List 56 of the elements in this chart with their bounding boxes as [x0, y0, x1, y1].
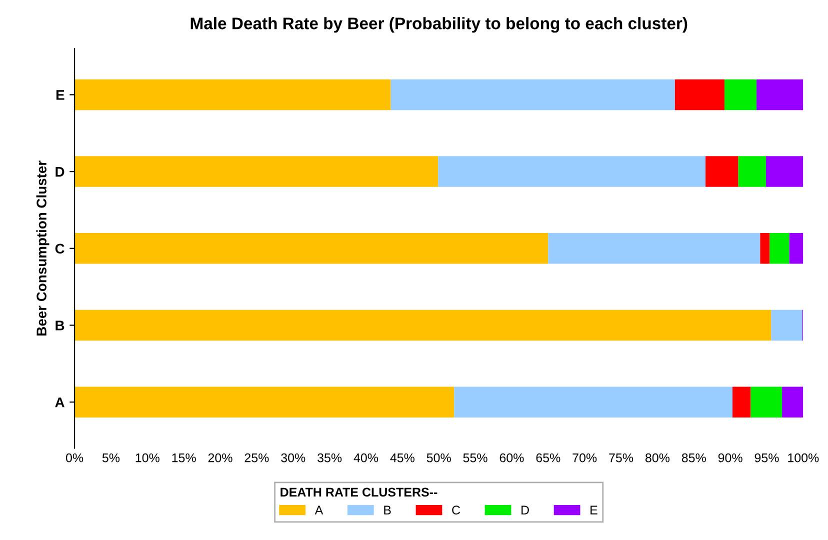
- x-tick-label: 60%: [500, 453, 524, 462]
- x-tick-label: 15%: [172, 453, 196, 462]
- bar: [390, 79, 675, 110]
- legend-label: E: [590, 506, 598, 514]
- chart-title: Male Death Rate by Beer (Probability to belong to each cluster): [190, 17, 688, 33]
- x-tick-label: 25%: [244, 453, 269, 462]
- bar: [706, 156, 738, 187]
- x-tick-label: 95%: [754, 453, 779, 462]
- bar: [74, 233, 548, 264]
- x-tick-label: 90%: [718, 453, 742, 462]
- y-tick-label: A: [55, 398, 64, 408]
- bar: [438, 156, 706, 187]
- x-tick-label: 55%: [463, 453, 488, 462]
- bar: [74, 79, 391, 110]
- x-tick-label: 65%: [536, 453, 560, 462]
- bar: [756, 79, 804, 110]
- x-tick-label: 75%: [609, 453, 634, 462]
- legend-title: DEATH RATE CLUSTERS--: [280, 488, 438, 497]
- x-tick-label: 0%: [66, 453, 84, 462]
- bar: [750, 386, 782, 418]
- bar: [766, 156, 804, 187]
- legend-label: D: [522, 506, 529, 514]
- x-tick-label: 5%: [102, 453, 120, 462]
- bar: [732, 386, 751, 418]
- x-tick-label: 45%: [390, 453, 414, 462]
- y-tick-label: D: [56, 167, 64, 177]
- bar: [724, 79, 757, 110]
- bar: [770, 233, 790, 264]
- bar: [782, 386, 804, 418]
- bar: [74, 156, 438, 187]
- x-tick-label: 40%: [354, 453, 378, 462]
- bar: [454, 386, 732, 418]
- y-tick-label: B: [56, 320, 64, 330]
- bar: [738, 156, 766, 187]
- x-tick-label: 30%: [281, 453, 306, 462]
- y-tick-label: E: [56, 90, 64, 100]
- bar: [789, 233, 804, 264]
- y-axis-title: Beer Consumption Cluster: [36, 160, 50, 336]
- legend-label: A: [314, 506, 324, 514]
- legend-label: C: [452, 506, 460, 515]
- bar: [548, 233, 760, 264]
- x-tick-label: 20%: [208, 453, 232, 462]
- bar: [74, 310, 772, 341]
- bar: [760, 233, 770, 264]
- legend-label: B: [384, 506, 391, 514]
- x-tick-label: 70%: [572, 453, 597, 462]
- x-tick-label: 35%: [318, 453, 342, 462]
- x-tick-label: 80%: [645, 453, 670, 462]
- bar: [771, 310, 802, 341]
- x-tick-label: 85%: [682, 453, 706, 462]
- x-tick-label: 100%: [788, 453, 819, 462]
- x-tick-label: 50%: [426, 453, 451, 462]
- bar: [74, 386, 454, 418]
- y-tick-label: C: [55, 244, 64, 254]
- x-tick-label: 10%: [136, 453, 160, 462]
- bar: [674, 79, 724, 110]
